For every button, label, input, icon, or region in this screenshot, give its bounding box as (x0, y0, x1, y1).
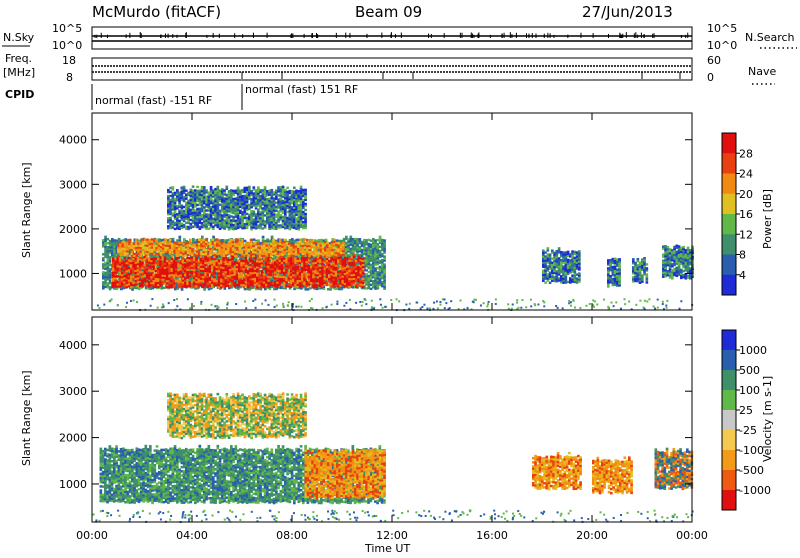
beam-label: Beam 09 (355, 3, 422, 21)
heatmap-cell (362, 278, 365, 280)
heatmap-cell (172, 238, 175, 240)
heatmap-cell (200, 255, 203, 257)
heatmap-cell (333, 238, 336, 240)
heatmap-cell (306, 239, 309, 241)
heatmap-cell (240, 256, 243, 258)
heatmap-cell (231, 256, 234, 258)
heatmap-cell (319, 257, 322, 259)
noise-left-tick-high: 10^5 (52, 22, 82, 35)
heatmap-cell (177, 257, 180, 259)
cpid-row: CPID normal (fast) -151 RF normal (fast)… (5, 83, 358, 110)
freq-strip-frame (92, 58, 692, 80)
heatmap-cell (326, 256, 329, 258)
heatmap-cell (345, 236, 348, 238)
heatmap-cell (359, 238, 362, 240)
heatmap-cell (216, 256, 219, 258)
heatmap-cell (353, 253, 356, 255)
noise-strip-frame (92, 27, 692, 49)
heatmap-cell (164, 238, 167, 240)
heatmap-cell (128, 257, 131, 259)
heatmap-cell (164, 256, 167, 258)
heatmap-cell (261, 270, 264, 272)
nave-tick-low: 0 (707, 71, 714, 84)
freq-label-top: Freq. (5, 52, 32, 65)
cpid-mode-2: normal (fast) 151 RF (245, 83, 358, 96)
heatmap-cell (236, 238, 239, 240)
heatmap-cell (383, 239, 386, 241)
heatmap-cell (189, 239, 192, 241)
heatmap-cell (383, 263, 386, 265)
heatmap-cell (257, 242, 260, 244)
noise-right-tick-low: 10^0 (707, 39, 737, 52)
cpid-mode-1: normal (fast) -151 RF (95, 94, 212, 107)
heatmap-cell (241, 239, 244, 241)
heatmap-cell (284, 238, 287, 240)
heatmap-cell (179, 236, 182, 238)
heatmap-cell (339, 256, 342, 258)
heatmap-cell (297, 257, 300, 259)
heatmap-cell (195, 257, 198, 259)
freq-label-unit: [MHz] (3, 66, 35, 79)
heatmap-cell (250, 239, 253, 241)
heatmap-cell (135, 239, 138, 241)
heatmap-cell (383, 255, 386, 257)
noise-traces (92, 32, 692, 41)
heatmap-cell (311, 239, 314, 241)
heatmap-cell (169, 238, 172, 240)
noise-left-tick-low: 10^0 (52, 39, 82, 52)
station-title: McMurdo (fitACF) (92, 3, 221, 21)
heatmap-cell (350, 236, 353, 238)
heatmap-cell (362, 258, 365, 260)
heatmap-cell (123, 257, 126, 259)
heatmap-cell (212, 238, 215, 240)
heatmap-cell (279, 239, 282, 241)
heatmap-cell (325, 239, 328, 241)
heatmap-cell (182, 257, 185, 259)
heatmap-cell (262, 236, 265, 238)
nsky-label: N.Sky (3, 31, 35, 44)
heatmap-cell (326, 242, 329, 244)
noise-right-tick-high: 10^5 (707, 22, 737, 35)
heatmap-cell (171, 255, 174, 257)
heatmap-cell (104, 236, 107, 238)
freq-strip: Freq. [MHz] 18 8 60 0 Nave (3, 52, 776, 84)
heatmap-cell (234, 281, 237, 283)
heatmap-cell (212, 236, 215, 238)
heatmap-cell (257, 239, 260, 241)
heatmap-cell (128, 239, 131, 241)
heatmap-cell (155, 239, 158, 241)
heatmap-cell (271, 236, 274, 238)
nsearch-label: N.Search (745, 31, 795, 44)
heatmap-cell (379, 236, 382, 238)
heatmap-cell (254, 257, 257, 259)
heatmap-cell (205, 239, 208, 241)
heatmap-cell (299, 239, 302, 241)
heatmap-cell (245, 257, 248, 259)
heatmap-cell (266, 242, 269, 244)
freq-tick-low: 8 (66, 71, 73, 84)
heatmap-cell (232, 239, 235, 241)
heatmap-cell (201, 236, 204, 238)
freq-traces (92, 66, 692, 79)
heatmap-cell (216, 238, 219, 240)
nave-label: Nave (748, 65, 776, 78)
nave-tick-high: 60 (707, 54, 721, 67)
cpid-label: CPID (5, 88, 34, 101)
heatmap-cell (171, 258, 174, 260)
heatmap-cell (119, 257, 122, 259)
freq-tick-high: 18 (62, 54, 76, 67)
date-label: 27/Jun/2013 (582, 3, 673, 21)
heatmap-cell (272, 238, 275, 240)
power-heatmap (97, 185, 694, 311)
noise-strip: N.Sky 10^5 10^0 10^5 10^0 N.Search (2, 22, 797, 52)
